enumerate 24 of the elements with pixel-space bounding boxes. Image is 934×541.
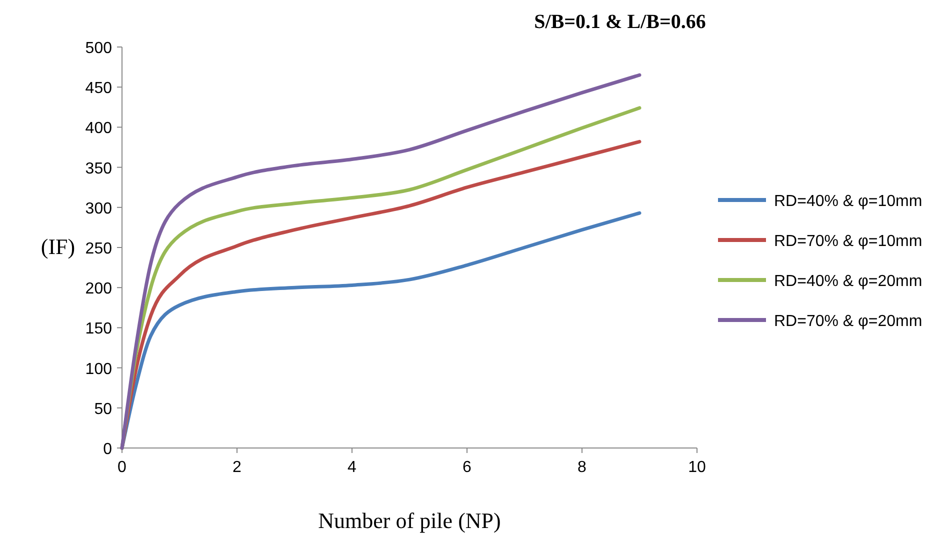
y-tick-label: 400 (85, 120, 112, 138)
legend-label: RD=40% & φ=10mm (774, 193, 922, 210)
x-axis-title: Number of pile (NP) (318, 508, 501, 533)
chart-title: S/B=0.1 & L/B=0.66 (534, 11, 706, 33)
y-tick-label: 0 (103, 441, 112, 458)
x-tick-label: 4 (348, 459, 357, 476)
legend-label: RD=70% & φ=10mm (774, 233, 922, 250)
y-tick-label: 500 (85, 40, 112, 57)
y-tick-label: 350 (85, 160, 112, 178)
y-tick-label: 200 (85, 280, 112, 298)
y-tick-label: 100 (85, 360, 112, 378)
y-tick-label: 50 (94, 400, 112, 418)
y-axis-title: (IF) (40, 234, 76, 259)
legend-label: RD=70% & φ=20mm (774, 313, 922, 330)
x-tick-label: 2 (232, 459, 242, 476)
x-tick-label: 6 (462, 459, 472, 476)
y-tick-label: 300 (85, 200, 112, 218)
x-tick-label: 10 (688, 459, 706, 476)
y-tick-label: 450 (85, 80, 112, 98)
legend-label: RD=40% & φ=20mm (774, 273, 922, 290)
y-tick-label: 150 (85, 320, 112, 338)
x-tick-label: 8 (578, 459, 587, 476)
y-tick-label: 250 (85, 240, 112, 258)
x-tick-label: 0 (118, 459, 127, 476)
